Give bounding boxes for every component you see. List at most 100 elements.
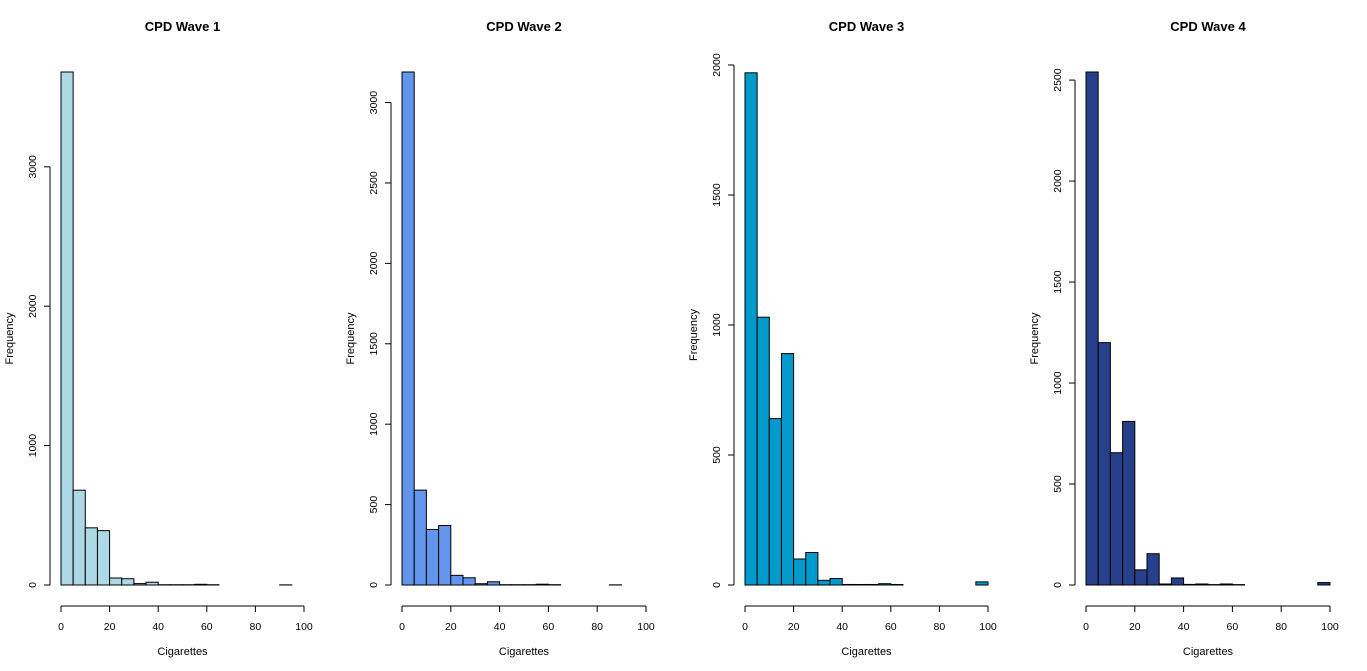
histogram-bar xyxy=(805,552,819,586)
x-axis-label: Cigarettes xyxy=(841,646,892,658)
y-axis-label: Frequency xyxy=(345,312,357,364)
histogram-bar xyxy=(853,583,867,586)
histogram-bar xyxy=(486,581,501,586)
histogram-bar xyxy=(145,581,159,586)
histogram-bar xyxy=(425,529,440,586)
histogram-bar xyxy=(535,583,549,586)
y-tick-label: 2000 xyxy=(711,53,723,77)
x-tick-label: 100 xyxy=(979,621,997,633)
y-tick-label: 0 xyxy=(711,582,723,588)
chart-title: CPD Wave 3 xyxy=(829,19,904,34)
y-tick-label: 1000 xyxy=(711,313,723,337)
x-tick-label: 20 xyxy=(1129,621,1141,633)
y-tick-label: 500 xyxy=(711,446,723,464)
y-axis-label: Frequency xyxy=(4,312,16,364)
x-tick-label: 40 xyxy=(152,621,164,633)
x-tick-label: 0 xyxy=(1083,621,1089,633)
y-tick-label: 2000 xyxy=(27,294,39,318)
x-tick-label: 60 xyxy=(543,621,555,633)
y-tick-label: 2500 xyxy=(1052,68,1064,92)
histogram-bar xyxy=(194,583,208,586)
histogram-bar xyxy=(1219,583,1233,586)
histogram-bar xyxy=(96,530,111,586)
histogram-bar xyxy=(1109,452,1124,586)
histogram-bar xyxy=(866,583,880,586)
y-axis-label: Frequency xyxy=(688,309,700,361)
histogram-panel-1: CPD Wave 1 0 20 40 60 80 100 Cigarettes 0 1000 200… xyxy=(4,19,313,658)
histogram-bar xyxy=(438,524,452,586)
x-tick-label: 0 xyxy=(742,621,748,633)
x-tick-label: 80 xyxy=(250,621,262,633)
x-tick-label: 80 xyxy=(591,621,603,633)
histogram-bar xyxy=(109,577,123,586)
y-tick-label: 0 xyxy=(27,582,39,588)
histogram-bar xyxy=(1158,583,1172,586)
x-tick-label: 40 xyxy=(494,621,506,633)
histogram-bar xyxy=(72,489,86,586)
x-tick-label: 100 xyxy=(637,621,655,633)
x-axis-label: Cigarettes xyxy=(157,646,208,658)
y-tick-label: 1000 xyxy=(27,434,39,458)
chart-title: CPD Wave 1 xyxy=(145,19,220,34)
y-tick-label: 3000 xyxy=(27,155,39,179)
x-axis-label: Cigarettes xyxy=(1183,646,1234,658)
y-tick-label: 3000 xyxy=(368,91,380,115)
y-tick-label: 2500 xyxy=(368,171,380,195)
x-tick-label: 20 xyxy=(104,621,116,633)
histogram-bar xyxy=(462,577,476,586)
x-tick-label: 0 xyxy=(399,621,405,633)
histogram-bar xyxy=(1122,420,1136,586)
x-tick-label: 60 xyxy=(885,621,897,633)
x-tick-label: 100 xyxy=(295,621,313,633)
histogram-bar xyxy=(1195,583,1209,586)
y-tick-label: 500 xyxy=(368,496,380,514)
histogram-bar xyxy=(450,574,464,586)
histogram-panel-4: CPD Wave 4 0 20 40 60 80 100 Cigarettes 0 500 1000… xyxy=(1029,19,1339,658)
histogram-bar xyxy=(817,579,831,586)
histogram-bar xyxy=(1097,342,1111,586)
x-tick-label: 60 xyxy=(1227,621,1239,633)
y-tick-label: 1500 xyxy=(1052,270,1064,294)
x-tick-label: 20 xyxy=(788,621,800,633)
histogram-bar xyxy=(1085,71,1099,586)
histogram-bar xyxy=(84,527,98,586)
histogram-bar xyxy=(413,489,427,586)
x-tick-label: 20 xyxy=(445,621,457,633)
x-tick-label: 60 xyxy=(201,621,213,633)
histogram-bar xyxy=(878,583,892,586)
y-axis-label: Frequency xyxy=(1029,312,1041,364)
histogram-bar xyxy=(60,71,74,586)
histogram-bar xyxy=(1146,553,1160,586)
histogram-bar xyxy=(975,581,989,586)
histogram-bar xyxy=(1170,577,1185,586)
histogram-bar xyxy=(780,353,795,586)
y-tick-label: 1500 xyxy=(711,183,723,207)
y-tick-label: 1500 xyxy=(368,332,380,356)
histogram-panel-3: CPD Wave 3 0 20 40 60 80 100 Cigarettes 0 500 1000… xyxy=(688,19,997,658)
y-tick-label: 2000 xyxy=(1052,169,1064,193)
histogram-bar xyxy=(793,558,807,586)
y-tick-label: 2000 xyxy=(368,252,380,276)
y-tick-label: 1000 xyxy=(368,412,380,436)
y-tick-label: 500 xyxy=(1052,475,1064,493)
x-tick-label: 100 xyxy=(1321,621,1339,633)
x-tick-label: 40 xyxy=(836,621,848,633)
histogram-bar xyxy=(121,578,135,586)
histogram-bar xyxy=(744,72,758,586)
x-tick-label: 80 xyxy=(1275,621,1287,633)
histogram-bar xyxy=(401,71,415,586)
histogram-bar xyxy=(768,418,782,586)
histogram-bar xyxy=(474,583,488,586)
chart-title: CPD Wave 2 xyxy=(486,19,561,34)
histogram-bar xyxy=(1134,569,1148,586)
histogram-bar xyxy=(756,316,770,586)
histogram-bar xyxy=(1317,582,1331,586)
y-tick-label: 1000 xyxy=(1052,371,1064,395)
x-tick-label: 80 xyxy=(934,621,946,633)
x-axis-label: Cigarettes xyxy=(499,646,550,658)
x-tick-label: 0 xyxy=(58,621,64,633)
y-tick-label: 0 xyxy=(368,582,380,588)
histogram-bar xyxy=(841,583,855,586)
